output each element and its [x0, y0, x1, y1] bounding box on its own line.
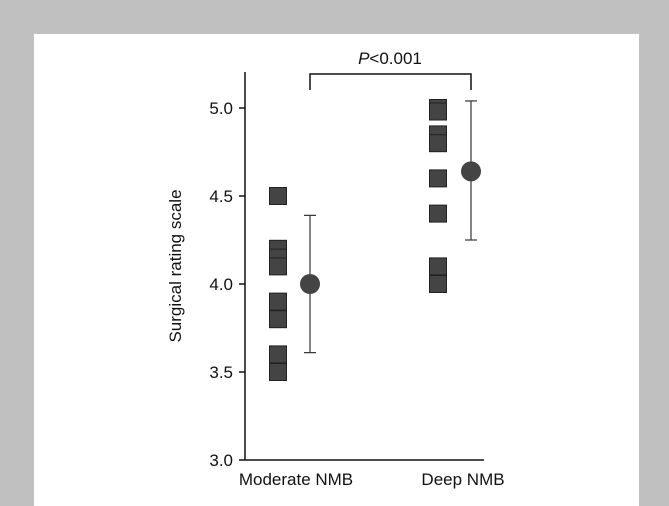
y-tick-label: 3.5 [209, 363, 233, 382]
error-bars [304, 100, 477, 354]
mean-marker-circle [461, 161, 481, 182]
data-point-square [429, 102, 447, 121]
axes [244, 72, 484, 461]
data-point-square [269, 345, 287, 364]
x-category-labels: Moderate NMB Deep NMB [239, 470, 505, 489]
significance-label: P<0.001 [358, 49, 422, 68]
data-point-square [269, 310, 287, 329]
y-tick-label: 3.0 [209, 451, 233, 470]
x-category-label: Deep NMB [421, 470, 504, 489]
data-point-square [429, 204, 447, 223]
data-point-square [429, 257, 447, 276]
mean-marker-circle [300, 274, 320, 294]
figure-panel [34, 34, 639, 506]
data-points [269, 99, 447, 381]
data-point-square [429, 169, 447, 188]
mean-markers [300, 161, 481, 294]
data-point-square [429, 275, 447, 293]
data-point-square [269, 363, 287, 381]
x-category-label: Moderate NMB [239, 470, 353, 489]
significance-bracket-line [309, 73, 472, 90]
data-point-square [429, 134, 447, 153]
significance-bracket: P<0.001 [309, 49, 472, 90]
data-point-square [269, 187, 287, 205]
y-tick-label: 4.5 [209, 187, 233, 206]
data-point-square [269, 257, 287, 276]
y-tick-label: 5.0 [209, 99, 233, 118]
y-tick-label: 4.0 [209, 275, 233, 294]
data-point-square [269, 292, 287, 311]
y-ticks: 3.0 3.5 4.0 4.5 5.0 [209, 99, 245, 470]
y-axis-title: Surgical rating scale [166, 189, 185, 342]
